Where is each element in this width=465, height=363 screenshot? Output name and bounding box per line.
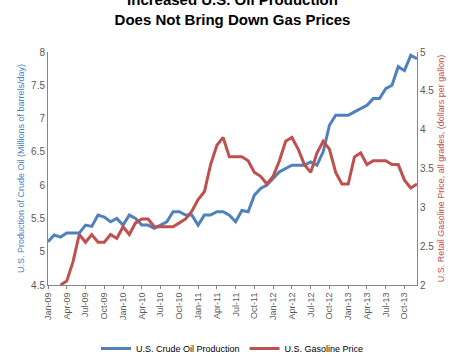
svg-text:Apr-10: Apr-10 <box>137 293 147 320</box>
svg-text:Jan-13: Jan-13 <box>343 293 353 321</box>
svg-text:4.5: 4.5 <box>420 85 434 96</box>
svg-text:Jul-13: Jul-13 <box>381 293 391 318</box>
svg-text:Oct-10: Oct-10 <box>174 293 184 320</box>
svg-text:Jan-10: Jan-10 <box>118 293 128 321</box>
svg-text:4: 4 <box>420 124 426 135</box>
svg-text:Oct-13: Oct-13 <box>399 293 409 320</box>
svg-text:6: 6 <box>39 180 45 191</box>
svg-text:U.S. Retail Gasoline Price, al: U.S. Retail Gasoline Price, all grades, … <box>436 55 446 283</box>
svg-text:Apr-12: Apr-12 <box>287 293 297 320</box>
svg-text:Jul-09: Jul-09 <box>80 293 90 318</box>
svg-text:2: 2 <box>420 280 426 291</box>
svg-text:5.5: 5.5 <box>31 213 45 224</box>
svg-text:Apr-13: Apr-13 <box>362 293 372 320</box>
svg-text:7: 7 <box>39 113 45 124</box>
svg-text:Oct-12: Oct-12 <box>324 293 334 320</box>
svg-text:7.5: 7.5 <box>31 80 45 91</box>
svg-text:Jul-12: Jul-12 <box>306 293 316 318</box>
svg-text:Apr-11: Apr-11 <box>212 293 222 319</box>
svg-text:5: 5 <box>420 47 426 58</box>
svg-text:Jan-09: Jan-09 <box>43 293 53 321</box>
svg-text:Jul-10: Jul-10 <box>156 293 166 318</box>
svg-text:U.S. Crude Oil Production: U.S. Crude Oil Production <box>136 344 240 354</box>
svg-text:Jul-11: Jul-11 <box>231 293 241 317</box>
svg-text:5: 5 <box>39 246 45 257</box>
svg-text:2.5: 2.5 <box>420 241 434 252</box>
svg-text:4.5: 4.5 <box>31 280 45 291</box>
svg-text:3.5: 3.5 <box>420 163 434 174</box>
svg-text:Oct-11: Oct-11 <box>249 293 259 319</box>
svg-text:Jan-12: Jan-12 <box>268 293 278 321</box>
svg-text:6.5: 6.5 <box>31 146 45 157</box>
svg-text:8: 8 <box>39 47 45 58</box>
svg-text:3: 3 <box>420 202 426 213</box>
svg-text:Apr-09: Apr-09 <box>62 293 72 320</box>
svg-text:Jan-11: Jan-11 <box>193 293 203 320</box>
svg-text:Oct-09: Oct-09 <box>99 293 109 320</box>
svg-text:Increased U.S. Oil ProductionD: Increased U.S. Oil ProductionDoes Not Br… <box>115 0 351 28</box>
svg-text:U.S. Gasoline Price: U.S. Gasoline Price <box>285 344 364 354</box>
svg-text:U.S. Production of Crude Oil (: U.S. Production of Crude Oil (Millions o… <box>16 64 26 273</box>
